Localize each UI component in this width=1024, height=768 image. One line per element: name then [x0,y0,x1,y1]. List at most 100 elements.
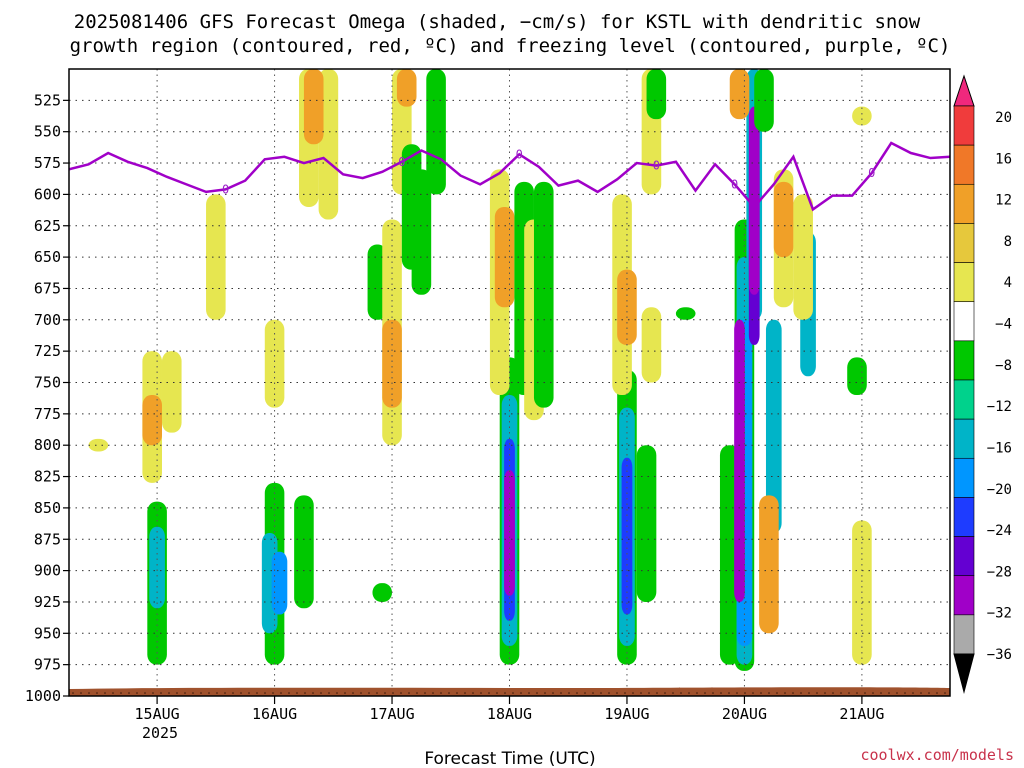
omega-cell [675,307,696,320]
ground-dot [840,692,842,694]
ground-dot [856,692,858,694]
ground-dot [792,692,794,694]
ground-dot [448,692,450,694]
ground-dot [96,692,98,694]
ground-dot [720,692,722,694]
ground-fill [69,687,950,696]
x-tick-label: 20AUG [722,705,767,723]
ground-dot [528,692,530,694]
omega-cell [382,319,402,408]
omega-cell [621,457,633,615]
x-axis-title: Forecast Time (UTC) [424,749,595,768]
colorbar-segment [953,575,975,616]
chart-title-line-1: 2025081406 GFS Forecast Omega (shaded, −… [74,11,921,33]
ground-dot [176,692,178,694]
credit-text: coolwx.com/models [860,746,1014,764]
ground-dot [432,692,434,694]
ground-dot [808,692,810,694]
ground-dot [800,692,802,694]
ground-dot [504,692,506,694]
ground-dot [232,692,234,694]
colorbar-label: −20 [987,482,1012,498]
ground-dot [776,692,778,694]
ground-dot [704,692,706,694]
colorbar-label: −4 [995,317,1012,333]
ground-dot [264,692,266,694]
ground-dot [72,692,74,694]
colorbar-label: 4 [1004,275,1012,291]
freezing-level-label: 0 [653,159,660,173]
y-tick-label: 750 [34,374,61,392]
ground-dot [728,692,730,694]
omega-cell [533,181,554,408]
colorbar-label: 20 [995,110,1012,126]
colorbar-label: 16 [995,151,1012,167]
y-tick-label: 725 [34,342,61,360]
colorbar-segment [953,262,975,303]
ground-dot [216,692,218,694]
ground-dot [752,692,754,694]
colorbar-top-arrow [953,74,975,107]
ground-dot [712,692,714,694]
omega-cell [372,583,393,602]
y-tick-label: 825 [34,468,61,486]
colorbar-segment [953,105,975,146]
ground-dot [144,692,146,694]
ground-dot [568,692,570,694]
colorbar-segment [953,144,975,185]
ground-dot [936,692,938,694]
y-tick-label: 525 [34,91,61,109]
y-tick-label: 800 [34,436,61,454]
ground-dot [464,692,466,694]
ground-dot [328,692,330,694]
ground-dot [376,692,378,694]
ground-dot [304,692,306,694]
ground-dot [864,692,866,694]
freezing-level-label: 0 [398,155,405,169]
ground-dot [200,692,202,694]
omega-shading [88,69,872,671]
ground-dot [872,692,874,694]
ground-dot [680,692,682,694]
ground-dot [392,692,394,694]
omega-cell [411,169,432,295]
ground-dot [224,692,226,694]
ground-dot [336,692,338,694]
ground-dot [416,692,418,694]
ground-dot [248,692,250,694]
freezing-level-contour: 0 0 0 0 0 0 [69,141,950,212]
ground-dot [104,692,106,694]
freezing-level-label: 0 [731,177,738,191]
ground-dot [928,692,930,694]
omega-cell [206,194,226,320]
omega-cell [88,438,109,452]
ground-dot [576,692,578,694]
omega-cell [852,106,872,126]
ground-dot [640,692,642,694]
colorbar-bottom-arrow [953,653,975,694]
freezing-level-label: 0 [868,166,875,180]
y-tick-label: 875 [34,530,61,548]
x-tick-label: 16AUG [252,705,297,723]
colorbar-label: −28 [987,564,1012,580]
omega-cell [759,495,779,634]
ground-dot [472,692,474,694]
omega-cell [303,69,324,145]
ground-dot [624,692,626,694]
y-tick-label: 575 [34,154,61,172]
ground-dot [584,692,586,694]
ground-dot [600,692,602,694]
ground-dot [368,692,370,694]
ground-dot [688,692,690,694]
ground-dot [648,692,650,694]
ground-dot [912,692,914,694]
freezing-level-line [69,141,950,212]
ground-dot [312,692,314,694]
colorbar-segment [953,536,975,577]
y-tick-label: 550 [34,123,61,141]
ground-dot [880,692,882,694]
ground-dot [128,692,130,694]
x-tick-label: 17AUG [369,705,414,723]
y-tick-label: 675 [34,279,61,297]
x-tick-label: 21AUG [839,705,884,723]
